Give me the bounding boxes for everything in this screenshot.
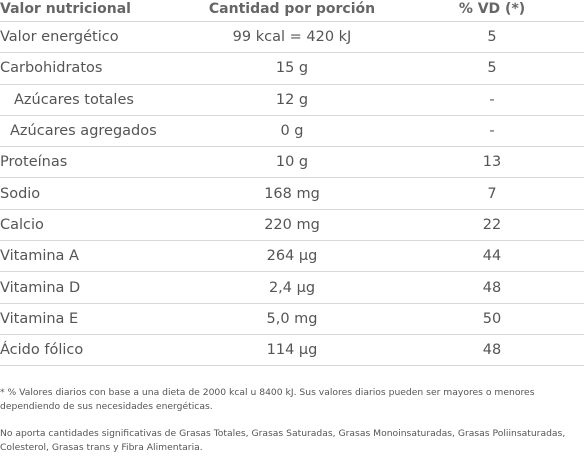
nutrient-name: Ácido fólico [0, 342, 84, 359]
nutrient-amount: 114 µg [266, 342, 318, 359]
nutrient-name: Proteínas [0, 154, 68, 171]
table-row: Proteínas 10 g 13 [0, 147, 584, 179]
table-row: Azúcares agregados 0 g - [0, 116, 584, 148]
daily-values-footnote: * % Valores diarios con base a una dieta… [0, 387, 535, 412]
nutrient-amount: 10 g [275, 154, 309, 171]
nutrient-daily-value: 22 [482, 216, 502, 233]
footnotes: * % Valores diarios con base a una dieta… [0, 386, 584, 468]
nutrient-name: Calcio [0, 216, 44, 233]
nutrient-name: Azúcares agregados [10, 123, 157, 140]
table-row: Azúcares totales 12 g - [0, 85, 584, 116]
nutrient-daily-value: 48 [482, 279, 502, 296]
nutrient-name: Carbohidratos [0, 60, 103, 77]
table-header-row: Valor nutricional Cantidad por porción %… [0, 0, 584, 22]
header-nutritional-value: Valor nutricional [0, 1, 131, 17]
nutrient-daily-value: 13 [482, 154, 502, 171]
nutrient-daily-value: 7 [487, 185, 497, 202]
table-row: Calcio 220 mg 22 [0, 210, 584, 242]
table-row: Vitamina D 2,4 µg 48 [0, 272, 584, 304]
table-row: Valor energético 99 kcal = 420 kJ 5 [0, 22, 584, 54]
nutrient-amount: 264 µg [266, 248, 318, 265]
table-row: Ácido fólico 114 µg 48 [0, 335, 584, 367]
nutrient-daily-value: 50 [482, 310, 502, 327]
no-significant-amounts-note: No aporta cantidades significativas de G… [0, 428, 566, 453]
table-row: Sodio 168 mg 7 [0, 178, 584, 210]
nutrient-amount: 15 g [275, 60, 309, 77]
nutrient-name: Vitamina D [0, 279, 81, 296]
header-amount-per-serving: Cantidad por porción [208, 1, 376, 17]
header-daily-value: % VD (*) [458, 1, 526, 17]
nutrient-name: Sodio [0, 185, 41, 202]
table-row: Carbohidratos 15 g 5 [0, 53, 584, 85]
nutrient-daily-value: 48 [482, 342, 502, 359]
nutrient-amount: 12 g [275, 91, 309, 108]
nutrient-amount: 99 kcal = 420 kJ [232, 29, 352, 46]
table-row: Vitamina E 5,0 mg 50 [0, 304, 584, 335]
nutrient-amount: 168 mg [264, 185, 320, 202]
nutrient-daily-value: 5 [487, 29, 497, 46]
nutrient-daily-value: 5 [487, 60, 497, 77]
nutrient-name: Vitamina E [0, 310, 79, 327]
nutrient-amount: 0 g [280, 123, 304, 140]
nutrient-name: Vitamina A [0, 248, 79, 265]
nutrient-amount: 2,4 µg [268, 279, 316, 296]
table-row: Vitamina A 264 µg 44 [0, 241, 584, 273]
nutrient-amount: 5,0 mg [266, 310, 318, 327]
nutrient-amount: 220 mg [264, 216, 320, 233]
nutrient-daily-value: - [489, 91, 495, 108]
nutrient-daily-value: 44 [482, 248, 502, 265]
nutrient-daily-value: - [489, 123, 495, 140]
nutrition-table: Valor nutricional Cantidad por porción %… [0, 0, 584, 367]
nutrient-name: Azúcares totales [14, 91, 134, 108]
nutrient-name: Valor energético [0, 29, 119, 46]
